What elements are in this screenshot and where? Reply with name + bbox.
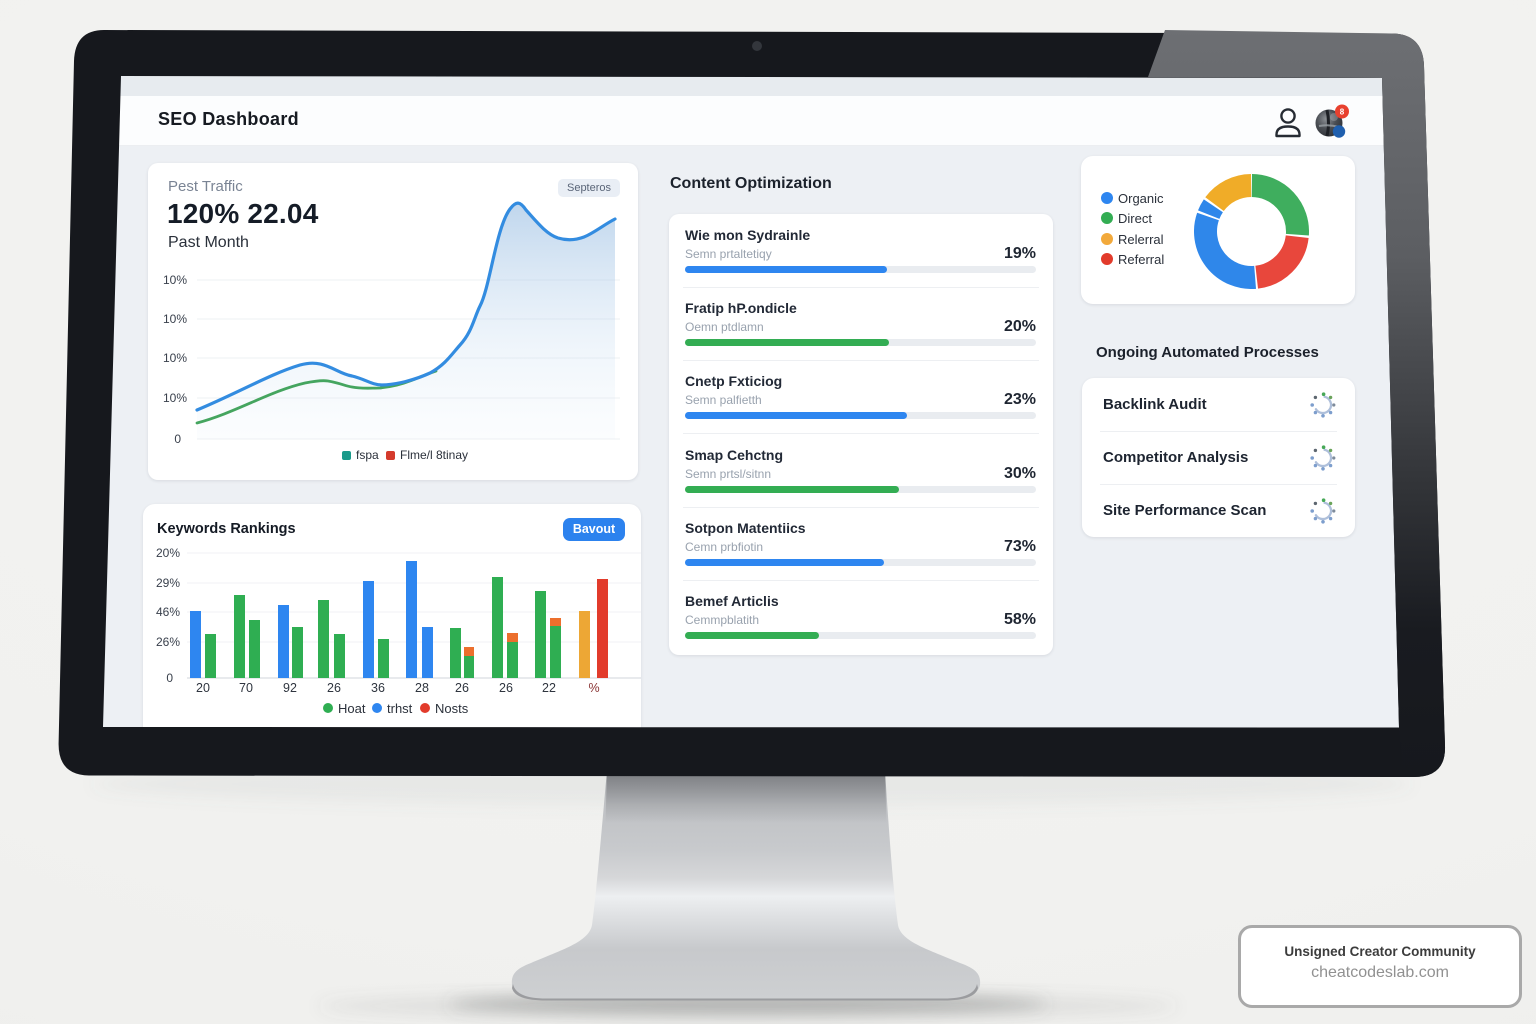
svg-text:20: 20 — [196, 681, 210, 695]
svg-text:20%: 20% — [156, 546, 180, 560]
svg-text:46%: 46% — [156, 605, 180, 619]
svg-text:28: 28 — [415, 681, 429, 695]
svg-text:26: 26 — [455, 681, 469, 695]
svg-text:8: 8 — [1340, 107, 1345, 116]
svg-text:29%: 29% — [156, 576, 180, 590]
svg-text:26: 26 — [499, 681, 513, 695]
svg-text:0: 0 — [174, 432, 181, 446]
svg-text:0: 0 — [166, 671, 173, 685]
svg-text:26%: 26% — [156, 635, 180, 649]
svg-text:22: 22 — [542, 681, 556, 695]
svg-text:10%: 10% — [163, 351, 187, 365]
svg-text:10%: 10% — [163, 391, 187, 405]
svg-text:26: 26 — [327, 681, 341, 695]
svg-text:10%: 10% — [163, 312, 187, 326]
svg-text:10%: 10% — [163, 273, 187, 287]
svg-text:70: 70 — [239, 681, 253, 695]
svg-text:36: 36 — [371, 681, 385, 695]
svg-text:92: 92 — [283, 681, 297, 695]
svg-text:%: % — [588, 681, 599, 695]
